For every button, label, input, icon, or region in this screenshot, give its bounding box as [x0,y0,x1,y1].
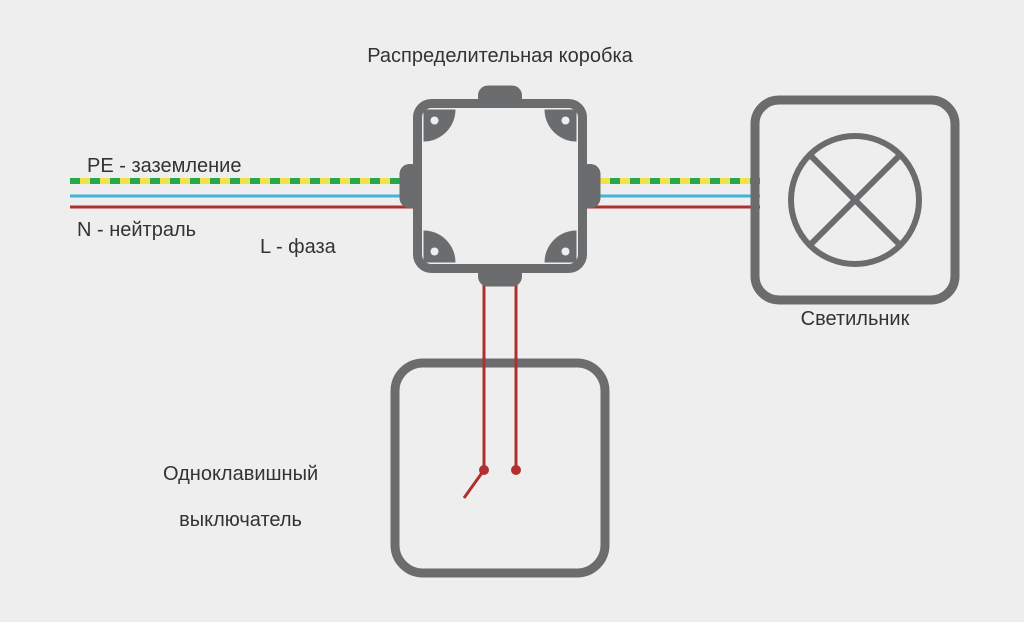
n-label: N - нейтраль [77,219,196,242]
lamp [755,100,955,300]
junction-box-label: Распределительная коробка [300,45,700,68]
lamp-label: Светильник [655,308,1024,331]
l-label: L - фаза [260,236,336,259]
pe-label: PE - заземление [87,155,241,178]
junction-box [400,86,601,287]
switch-label: Одноклавишный выключатель [35,440,435,532]
